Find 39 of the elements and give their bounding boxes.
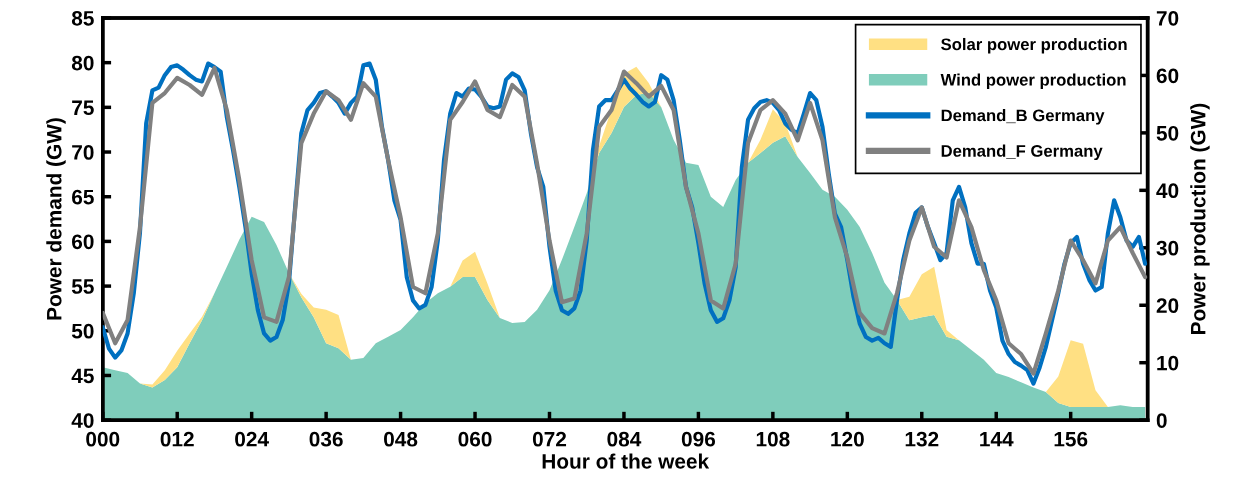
y-tick-label: 45: [71, 368, 94, 384]
y-tick-label: 40: [71, 413, 94, 428]
x-tick-label: 108: [756, 431, 790, 447]
y-tick-label: 70: [72, 145, 94, 160]
x-tick-label: 132: [905, 431, 939, 447]
y-tick-label: 75: [72, 100, 94, 116]
y2-tick-label: 20: [1156, 298, 1179, 313]
y2-tick-label: 30: [1156, 240, 1179, 256]
x-tick-label: 036: [309, 431, 343, 447]
y2-tick-label: 60: [1156, 68, 1179, 84]
y-tick-label: 80: [71, 55, 94, 71]
x-tick-label: 144: [980, 432, 1014, 447]
x-tick-label: 156: [1054, 431, 1088, 447]
x-tick-label: 012: [160, 431, 194, 447]
legend-label: Solar power production: [941, 37, 1127, 54]
y2-tick-label: 70: [1156, 10, 1179, 26]
y2-tick-label: 40: [1156, 183, 1179, 199]
x-tick-label: 084: [607, 431, 642, 447]
legend-label: Demand_B Germany: [941, 109, 1105, 125]
y2-tick-label: 0: [1156, 413, 1167, 428]
legend-label: Wind power production: [940, 73, 1126, 90]
y-tick-label: 55: [71, 279, 94, 294]
y2-tick-label: 10: [1157, 355, 1179, 371]
x-tick-label: 096: [681, 431, 716, 447]
x-tick-label: 048: [384, 431, 418, 447]
y-axis-title: Power demand (GW): [46, 118, 66, 320]
y2-tick-label: 50: [1156, 125, 1179, 141]
x-axis-title: Hour of the week: [542, 453, 710, 469]
y-tick-label: 50: [71, 323, 94, 339]
x-tick-label: 072: [532, 431, 567, 447]
y2-axis-title: Power production (GW): [1190, 103, 1210, 334]
y-tick-label: 60: [72, 234, 94, 250]
x-tick-label: 120: [831, 431, 864, 447]
legend-label: Demand_F Germany: [941, 144, 1103, 161]
y-tick-label: 85: [71, 10, 94, 26]
y-tick-label: 65: [72, 189, 94, 205]
x-tick-label: 000: [86, 431, 120, 447]
x-tick-label: 060: [458, 431, 492, 447]
x-tick-label: 024: [235, 431, 269, 447]
